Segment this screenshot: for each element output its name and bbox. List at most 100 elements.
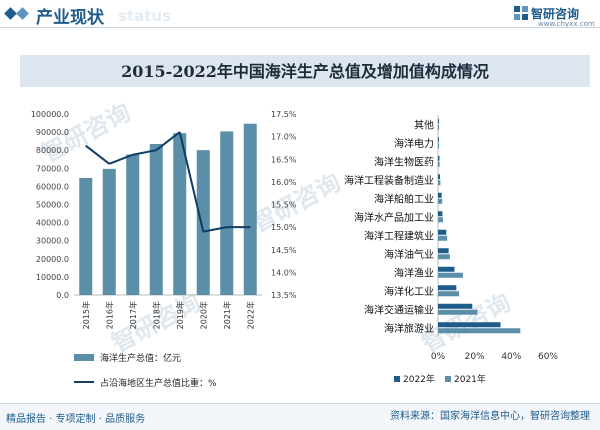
- left-axis-tick-label: 70000.0: [36, 164, 69, 173]
- bar-2021: [438, 124, 440, 130]
- x-axis-tick-label: 2017年: [128, 301, 138, 329]
- left-axis-tick-label: 0.0: [56, 291, 69, 300]
- legend-2022-swatch: [394, 376, 400, 382]
- legend-2021-label: 2021年: [454, 373, 486, 385]
- right-axis-tick-label: 15.5%: [271, 201, 297, 210]
- category-label: 海洋渔业: [394, 266, 434, 279]
- x-axis-tick-label: 40%: [501, 352, 521, 362]
- right-axis-tick-label: 13.5%: [271, 291, 297, 300]
- line-share-segment: [85, 144, 110, 165]
- right-axis-tick-label: 15.0%: [271, 223, 297, 232]
- bar-2021: [438, 272, 463, 278]
- right-axis-tick-label: 16.5%: [271, 155, 297, 164]
- brand-logo-icon: [514, 6, 528, 20]
- right-axis-tick-label: 14.0%: [271, 268, 297, 277]
- category-label: 其他: [414, 118, 434, 131]
- bar-2021: [438, 309, 478, 315]
- header-divider: [0, 27, 600, 28]
- bar-2022: [438, 285, 457, 291]
- bar-2022: [438, 137, 439, 143]
- line-share-segment: [178, 131, 205, 232]
- bar-2022: [438, 155, 440, 161]
- category-label: 海洋工程建筑业: [364, 229, 434, 242]
- bar-2021: [438, 180, 441, 186]
- bar-total-output: [149, 144, 163, 295]
- title-banner: [20, 55, 590, 87]
- x-axis-tick-label: 2015年: [81, 301, 91, 329]
- bar-2022: [438, 266, 455, 272]
- bar-2022: [438, 211, 443, 217]
- line-share-segment: [155, 131, 181, 151]
- left-axis-tick-label: 30000.0: [36, 237, 69, 246]
- line-share-segment: [203, 226, 227, 233]
- x-axis-tick-label: 0%: [431, 352, 446, 362]
- bar-total-output: [102, 168, 116, 295]
- legend-bar-swatch: [74, 354, 94, 361]
- x-axis-tick-label: 20%: [465, 352, 485, 362]
- bar-2022: [438, 174, 441, 180]
- x-axis-tick-label: 2018年: [151, 301, 161, 329]
- source-note: 资料来源：国家海洋信息中心，智研咨询整理: [390, 411, 590, 422]
- header-bar: 产业现状 status 智研咨询 www.chyxx.com: [0, 0, 600, 28]
- category-label: 海洋工程装备制造业: [344, 174, 434, 187]
- page-title: 2015-2022年中国海洋生产总值及增加值构成情况: [121, 62, 489, 81]
- legend-2021-swatch: [445, 376, 451, 382]
- bar-2021: [438, 328, 521, 334]
- left-axis-tick-label: 50000.0: [36, 201, 69, 210]
- footer-divider: [0, 403, 600, 404]
- category-label: 海洋生物医药: [374, 155, 434, 168]
- left-axis-tick-label: 10000.0: [36, 273, 69, 282]
- bar-2021: [438, 254, 450, 260]
- bar-2022: [438, 248, 449, 254]
- legend-line-label: 占沿海地区生产总值比重：%: [100, 377, 217, 389]
- bar-2021: [438, 161, 440, 167]
- category-label: 海洋船舶工业: [374, 192, 434, 205]
- bar-2022: [438, 118, 439, 124]
- bar-2022: [438, 303, 473, 309]
- right-axis-tick-label: 16.0%: [271, 178, 297, 187]
- bar-2022: [438, 322, 501, 328]
- section-title: 产业现状: [36, 8, 104, 28]
- bar-total-output: [173, 133, 187, 295]
- category-label: 海洋电力: [394, 137, 434, 150]
- left-axis-tick-label: 90000.0: [36, 128, 69, 137]
- bar-2022: [438, 192, 442, 198]
- x-axis-tick-label: 60%: [538, 352, 558, 362]
- site-url[interactable]: www.chyxx.com: [538, 20, 595, 28]
- left-axis-tick-label: 20000.0: [36, 255, 69, 264]
- brand-name[interactable]: 智研咨询: [531, 7, 580, 21]
- left-axis-tick-label: 40000.0: [36, 219, 69, 228]
- x-axis-tick-label: 2020年: [198, 301, 208, 329]
- bar-total-output: [79, 177, 93, 295]
- bar-total-output: [243, 123, 257, 295]
- bar-total-output: [220, 131, 234, 295]
- left-axis-tick-label: 60000.0: [36, 182, 69, 191]
- left-axis-tick-label: 100000.0: [31, 110, 69, 119]
- bar-total-output: [196, 150, 210, 295]
- category-label: 海洋交通运输业: [364, 303, 434, 316]
- category-label: 海洋化工业: [384, 285, 434, 298]
- watermark-status: status: [118, 7, 171, 25]
- x-axis-tick-label: 2019年: [175, 301, 185, 329]
- x-axis-tick-label: 2021年: [222, 301, 232, 329]
- category-label: 海洋水产品加工业: [354, 211, 434, 224]
- legend-2022-label: 2022年: [403, 373, 435, 385]
- bar-2021: [438, 291, 460, 297]
- x-axis-tick-label: 2022年: [245, 301, 255, 329]
- footer-bar: 精品报告 · 专项定制 · 品质服务 资料来源：国家海洋信息中心，智研咨询整理: [0, 404, 600, 430]
- bar-2021: [438, 217, 443, 223]
- bar-2022: [438, 229, 447, 235]
- right-axis-tick-label: 17.0%: [271, 133, 297, 142]
- line-share-segment: [108, 153, 134, 165]
- line-share-segment: [132, 149, 157, 156]
- x-axis-tick-label: 2016年: [104, 301, 114, 329]
- left-axis-tick-label: 80000.0: [36, 146, 69, 155]
- bar-2021: [438, 235, 448, 241]
- category-label: 海洋油气业: [384, 248, 434, 261]
- bar-total-output: [126, 154, 140, 295]
- right-axis-tick-label: 14.5%: [271, 246, 297, 255]
- footer-tagline: 精品报告 · 专项定制 · 品质服务: [6, 414, 146, 425]
- bar-2021: [438, 198, 443, 204]
- category-label: 海洋旅游业: [384, 322, 434, 335]
